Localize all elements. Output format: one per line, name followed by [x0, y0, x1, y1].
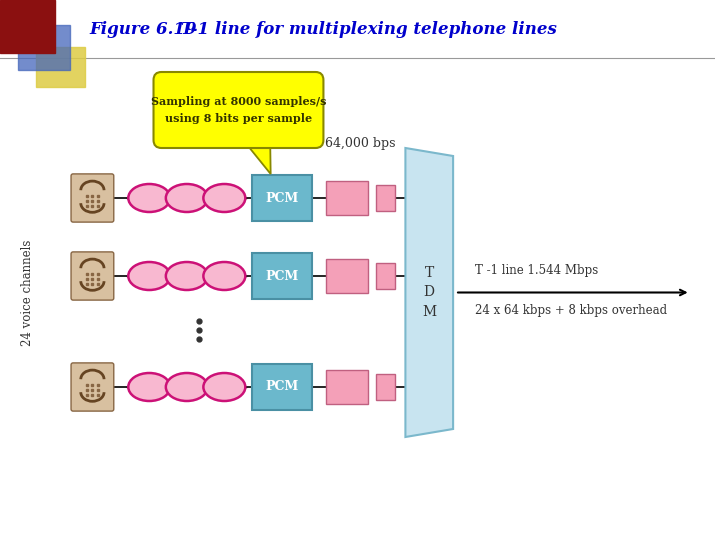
Text: 4 kHz: 4 kHz [168, 137, 205, 150]
Ellipse shape [128, 262, 170, 290]
Bar [326, 181, 368, 215]
FancyBboxPatch shape [253, 175, 312, 221]
Bar [326, 370, 368, 404]
Text: Sampling at 8000 samples/s
using 8 bits per sample: Sampling at 8000 samples/s using 8 bits … [150, 96, 326, 124]
Ellipse shape [203, 373, 246, 401]
Polygon shape [246, 144, 271, 174]
Bar [36, 47, 86, 87]
Text: 24 voice channels: 24 voice channels [22, 239, 35, 346]
Text: Figure 6.19: Figure 6.19 [89, 22, 197, 38]
FancyBboxPatch shape [253, 253, 312, 299]
FancyBboxPatch shape [71, 252, 114, 300]
Text: PCM: PCM [266, 381, 299, 394]
Text: PCM: PCM [266, 192, 299, 205]
Ellipse shape [166, 184, 208, 212]
Ellipse shape [166, 262, 208, 290]
Ellipse shape [128, 373, 170, 401]
Bar [326, 259, 368, 293]
Bar [18, 25, 70, 70]
Bar [0, 0, 55, 53]
Bar [376, 374, 395, 400]
FancyBboxPatch shape [71, 363, 114, 411]
Bar [376, 263, 395, 289]
Bar [376, 185, 395, 211]
Text: PCM: PCM [266, 269, 299, 282]
Ellipse shape [166, 373, 208, 401]
Text: 24 x 64 kbps + 8 kbps overhead: 24 x 64 kbps + 8 kbps overhead [475, 304, 667, 317]
Polygon shape [405, 148, 453, 437]
FancyBboxPatch shape [253, 364, 312, 410]
Text: 64,000 bps: 64,000 bps [325, 137, 396, 150]
Ellipse shape [203, 262, 246, 290]
Text: T -1 line 1.544 Mbps: T -1 line 1.544 Mbps [475, 264, 598, 277]
Ellipse shape [203, 184, 246, 212]
FancyBboxPatch shape [153, 72, 323, 148]
Text: T-1 line for multiplexing telephone lines: T-1 line for multiplexing telephone line… [181, 22, 557, 38]
Ellipse shape [128, 184, 170, 212]
FancyBboxPatch shape [71, 174, 114, 222]
Text: T
D
M: T D M [422, 266, 436, 319]
